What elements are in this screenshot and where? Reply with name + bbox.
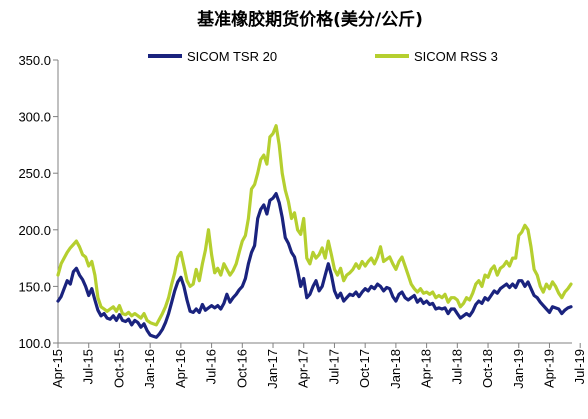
x-tick-label: Oct-16: [234, 349, 249, 388]
x-tick-label: Jan-18: [388, 349, 403, 389]
chart-legend: SICOM TSR 20 SICOM RSS 3: [148, 49, 498, 64]
series-group: [56, 124, 573, 339]
x-tick-label: Jul-16: [204, 349, 219, 384]
x-tick-label: Jul-15: [81, 349, 96, 384]
y-axis: 100.0 150.0 200.0 250.0 300.0 350.0: [18, 53, 59, 351]
x-tick-label: Apr-15: [50, 349, 65, 388]
series-line-sicom-tsr-20: [56, 192, 573, 339]
y-tick-label: 250.0: [18, 166, 51, 181]
x-tick-label: Oct-18: [480, 349, 495, 388]
y-tick-label: 150.0: [18, 279, 51, 294]
x-tick-label: Oct-15: [111, 349, 126, 388]
x-tick-label: Apr-17: [296, 349, 311, 388]
chart-title: 基准橡胶期货价格(美分/公斤): [196, 9, 423, 30]
legend-label: SICOM TSR 20: [187, 49, 277, 64]
y-tick-label: 350.0: [18, 53, 51, 68]
legend-label: SICOM RSS 3: [414, 49, 498, 64]
x-axis: Apr-15 Jul-15 Oct-15 Jan-16 Apr-16 Jul-16 Oct-…: [50, 342, 587, 389]
x-tick-label: Jan-17: [265, 349, 280, 389]
x-tick-label: Jul-18: [449, 349, 464, 384]
x-tick-label: Jan-16: [142, 349, 157, 389]
series-line-sicom-rss-3: [56, 124, 573, 327]
x-tick-label: Jan-19: [511, 349, 526, 389]
x-tick-label: Oct-17: [357, 349, 372, 388]
y-tick-label: 300.0: [18, 110, 51, 125]
x-tick-label: Jul-17: [326, 349, 341, 384]
x-tick-label: Apr-19: [541, 349, 556, 388]
x-tick-label: Apr-16: [173, 349, 188, 388]
x-tick-label: Jul-19: [572, 349, 587, 384]
y-tick-label: 100.0: [18, 336, 51, 351]
x-tick-label: Apr-18: [419, 349, 434, 388]
y-tick-label: 200.0: [18, 223, 51, 238]
